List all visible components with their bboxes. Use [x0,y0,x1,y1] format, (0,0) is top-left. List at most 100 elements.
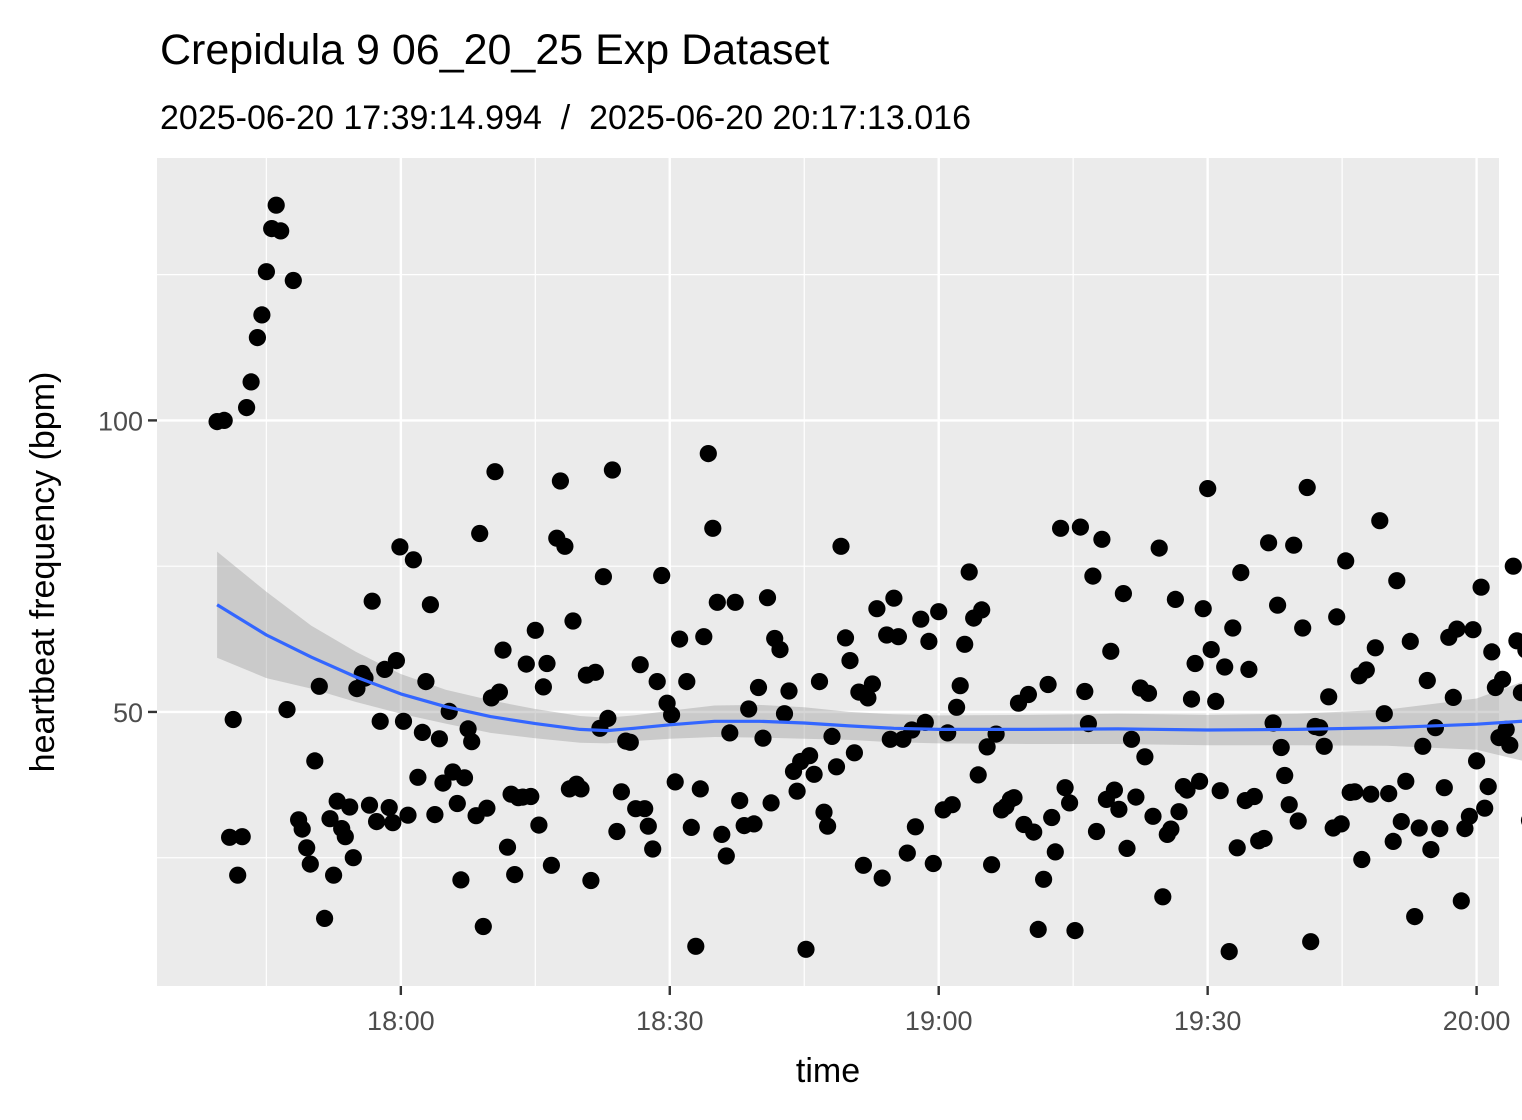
data-point [1419,672,1436,689]
data-point [1294,619,1311,636]
data-point [1025,824,1042,841]
data-point [399,807,416,824]
data-point [763,794,780,811]
data-point [325,867,342,884]
data-point [1127,789,1144,806]
data-point [431,730,448,747]
data-point [1136,748,1153,765]
data-point [608,823,625,840]
data-point [1212,782,1229,799]
data-point [1088,823,1105,840]
data-point [864,675,881,692]
data-point [1445,689,1462,706]
data-point [837,629,854,646]
data-point [632,656,649,673]
data-point [1151,540,1168,557]
data-point [727,594,744,611]
data-point [452,871,469,888]
data-point [494,642,511,659]
data-point [1346,783,1363,800]
data-point [337,828,354,845]
data-point [372,713,389,730]
data-point [1183,691,1200,708]
data-point [885,590,902,607]
data-point [499,839,516,856]
data-point [846,744,863,761]
data-point [243,373,260,390]
data-point [1276,767,1293,784]
data-point [1414,738,1431,755]
data-point [456,769,473,786]
data-point [225,711,242,728]
data-point [449,795,466,812]
data-point [216,412,233,429]
data-point [1195,600,1212,617]
data-point [595,568,612,585]
data-point [253,306,270,323]
data-point [912,611,929,628]
data-point [311,678,328,695]
data-point [780,682,797,699]
data-point [944,796,961,813]
data-point [1256,830,1273,847]
data-point [1380,785,1397,802]
data-point [1170,803,1187,820]
data-point [1229,839,1246,856]
data-point [1362,786,1379,803]
data-point [345,849,362,866]
data-point [1411,819,1428,836]
data-point [948,699,965,716]
x-tick-label: 20:00 [1443,1006,1511,1036]
data-point [1020,686,1037,703]
data-point [604,461,621,478]
data-point [522,788,539,805]
data-point [811,673,828,690]
data-point [1154,888,1171,905]
data-point [1371,512,1388,529]
data-point [414,724,431,741]
data-point [1144,808,1161,825]
data-point [564,612,581,629]
data-point [1281,796,1298,813]
data-point [1376,705,1393,722]
data-point [636,800,653,817]
data-point [556,538,573,555]
data-point [1066,922,1083,939]
data-point [1072,519,1089,536]
data-point [687,938,704,955]
data-point [801,747,818,764]
data-point [302,856,319,873]
data-point [582,872,599,889]
data-point [1385,833,1402,850]
data-point [823,728,840,745]
x-tick-label: 18:00 [367,1006,435,1036]
data-point [855,857,872,874]
data-point [797,941,814,958]
data-point [478,800,495,817]
data-point [721,724,738,741]
data-point [268,197,285,214]
data-point [671,631,688,648]
data-point [364,593,381,610]
data-point [1333,815,1350,832]
data-point [1473,579,1490,596]
data-point [1464,621,1481,638]
data-point [983,856,1000,873]
data-point [899,845,916,862]
data-point [552,472,569,489]
data-point [952,677,969,694]
data-point [683,819,700,836]
data-point [1030,921,1047,938]
data-point [471,525,488,542]
data-point [285,272,302,289]
y-axis-label: heartbeat frequency (bpm) [24,372,62,773]
data-point [939,724,956,741]
data-point [750,679,767,696]
data-point [1501,737,1518,754]
data-point [789,783,806,800]
data-point [653,567,670,584]
data-point [1402,633,1419,650]
data-point [956,636,973,653]
data-point [1207,693,1224,710]
